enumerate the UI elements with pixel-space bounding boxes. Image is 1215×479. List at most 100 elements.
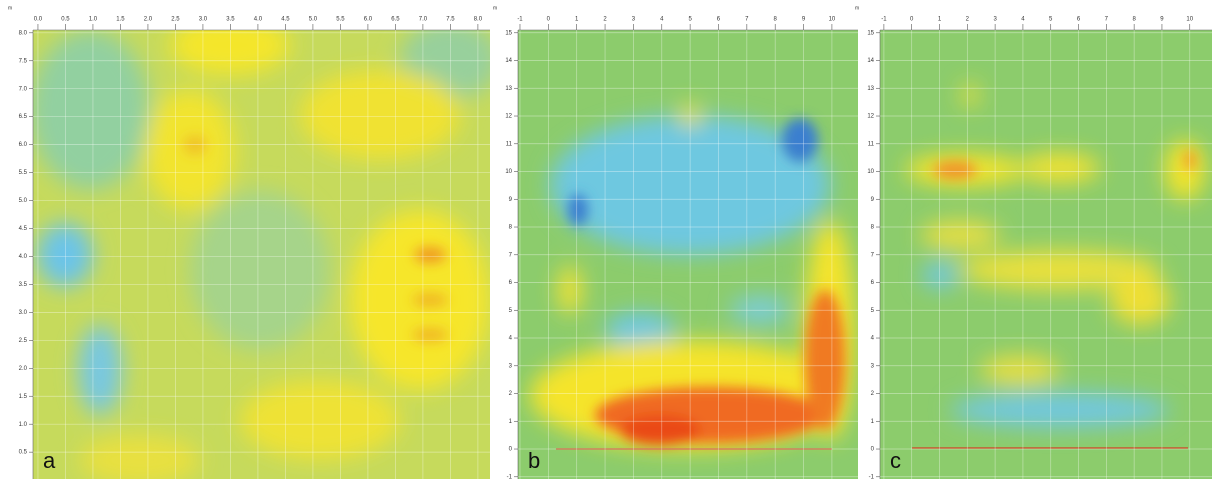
y-tick-label: -1 xyxy=(869,474,875,479)
x-tick-label: 5 xyxy=(1049,17,1053,23)
panel-letter: c xyxy=(890,448,901,473)
unit-label: m xyxy=(8,5,12,11)
y-tick-label: 0 xyxy=(509,447,513,453)
x-tick-label: 4 xyxy=(1021,17,1025,23)
y-tick-label: 4.0 xyxy=(19,254,28,260)
x-tick-label: 4.0 xyxy=(254,17,263,23)
x-tick-label: 2 xyxy=(603,17,607,23)
x-tick-label: 7.0 xyxy=(419,17,428,23)
x-tick-label: 6 xyxy=(717,17,721,23)
x-tick-label: 1 xyxy=(938,17,942,23)
y-tick-label: 11 xyxy=(868,141,875,147)
x-tick-label: 1 xyxy=(575,17,579,23)
y-tick-label: 6 xyxy=(509,280,513,286)
y-tick-label: 2.5 xyxy=(19,338,28,344)
y-tick-label: 1.0 xyxy=(19,422,28,428)
x-tick-label: -1 xyxy=(517,17,523,23)
y-tick-label: 7 xyxy=(509,252,513,258)
y-tick-label: 11 xyxy=(506,141,513,147)
y-tick-label: 0 xyxy=(871,447,875,453)
y-tick-label: 7.0 xyxy=(19,86,28,92)
y-tick-label: 13 xyxy=(505,86,512,92)
x-tick-label: 10 xyxy=(1186,17,1193,23)
y-tick-label: 2 xyxy=(509,391,513,397)
y-tick-label: 7 xyxy=(871,252,875,258)
y-tick-label: 0.5 xyxy=(19,450,28,456)
heatmap-a xyxy=(33,30,490,479)
panel-letter: b xyxy=(528,448,540,473)
x-tick-label: 1.5 xyxy=(116,17,125,23)
y-tick-label: 15 xyxy=(505,30,512,36)
x-tick-label: 3 xyxy=(632,17,636,23)
y-tick-label: 10 xyxy=(505,169,512,175)
y-tick-label: 3.0 xyxy=(19,310,28,316)
y-tick-label: 1.5 xyxy=(19,394,28,400)
x-tick-label: 0 xyxy=(547,17,551,23)
x-tick-label: 8 xyxy=(774,17,778,23)
y-tick-label: 12 xyxy=(505,114,512,120)
y-tick-label: 12 xyxy=(867,114,874,120)
x-tick-label: 0.0 xyxy=(34,17,43,23)
y-tick-label: 3.5 xyxy=(19,282,28,288)
y-tick-label: 4 xyxy=(509,336,513,342)
y-tick-label: 14 xyxy=(867,58,874,64)
y-tick-label: 6 xyxy=(871,280,875,286)
y-tick-label: 3 xyxy=(509,363,513,369)
y-tick-label: 8.0 xyxy=(19,30,28,36)
x-tick-label: 7 xyxy=(1105,17,1109,23)
x-tick-label: 5.0 xyxy=(309,17,318,23)
y-tick-label: 7.5 xyxy=(19,58,28,64)
x-tick-label: -1 xyxy=(881,17,887,23)
x-tick-label: 3.5 xyxy=(226,17,235,23)
x-tick-label: 4.5 xyxy=(281,17,290,23)
y-tick-label: 8 xyxy=(509,225,513,231)
x-tick-label: 7 xyxy=(745,17,749,23)
x-tick-label: 1.0 xyxy=(89,17,98,23)
y-tick-label: 3 xyxy=(871,363,875,369)
x-tick-label: 9 xyxy=(1160,17,1164,23)
y-tick-label: 6.0 xyxy=(19,142,28,148)
x-tick-label: 2.5 xyxy=(171,17,180,23)
y-tick-label: 4.5 xyxy=(19,226,28,232)
y-tick-label: 1 xyxy=(871,419,875,425)
heatmap-b xyxy=(518,30,858,479)
x-tick-label: 3 xyxy=(993,17,997,23)
y-tick-label: 2.0 xyxy=(19,366,28,372)
unit-label: m xyxy=(493,5,497,11)
y-tick-label: 14 xyxy=(505,58,512,64)
y-tick-label: 1 xyxy=(509,419,513,425)
x-tick-label: 6.0 xyxy=(364,17,373,23)
x-tick-label: 5 xyxy=(688,17,692,23)
y-tick-label: 6.5 xyxy=(19,114,28,120)
y-tick-label: 5.5 xyxy=(19,170,28,176)
x-tick-label: 8.0 xyxy=(474,17,483,23)
heatmap-c xyxy=(880,30,1212,479)
y-tick-label: -1 xyxy=(507,474,513,479)
y-tick-label: 15 xyxy=(867,30,874,36)
x-tick-label: 0 xyxy=(910,17,914,23)
y-tick-label: 4 xyxy=(871,336,875,342)
y-tick-label: 8 xyxy=(871,225,875,231)
x-tick-label: 10 xyxy=(829,17,836,23)
y-tick-label: 5 xyxy=(509,308,513,314)
panel-letter: a xyxy=(43,448,56,473)
unit-label: m xyxy=(855,5,859,11)
x-tick-label: 3.0 xyxy=(199,17,208,23)
y-tick-label: 13 xyxy=(867,86,874,92)
x-tick-label: 5.5 xyxy=(336,17,345,23)
y-tick-label: 10 xyxy=(867,169,874,175)
x-tick-label: 2 xyxy=(966,17,970,23)
x-tick-label: 8 xyxy=(1132,17,1136,23)
y-tick-label: 2 xyxy=(871,391,875,397)
x-tick-label: 9 xyxy=(802,17,806,23)
x-tick-label: 0.5 xyxy=(61,17,70,23)
x-tick-label: 2.0 xyxy=(144,17,153,23)
x-tick-label: 6.5 xyxy=(391,17,400,23)
y-tick-label: 5 xyxy=(871,308,875,314)
x-tick-label: 4 xyxy=(660,17,664,23)
x-tick-label: 7.5 xyxy=(446,17,455,23)
y-tick-label: 9 xyxy=(509,197,513,203)
y-tick-label: 5.0 xyxy=(19,198,28,204)
x-tick-label: 6 xyxy=(1077,17,1081,23)
